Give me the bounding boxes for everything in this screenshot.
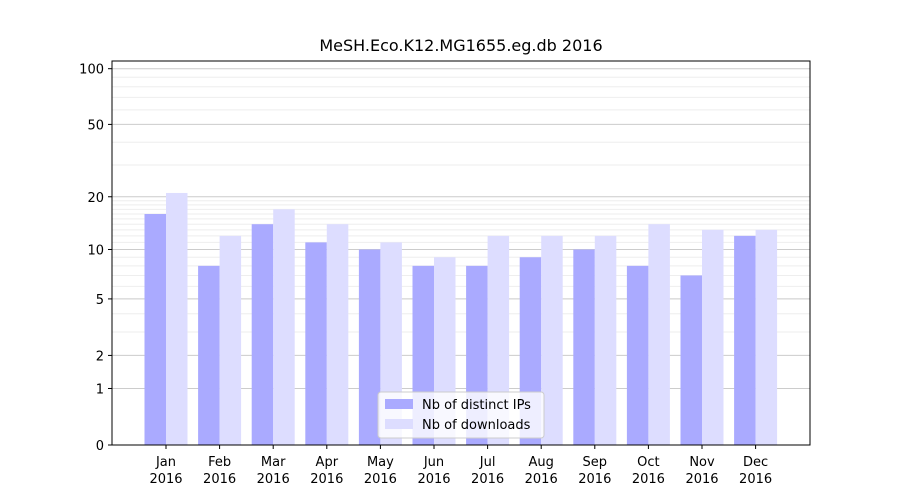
x-tick-label-month: Feb xyxy=(208,455,231,470)
bar-downloads-sep xyxy=(594,235,617,445)
bar-distinct-ips-oct xyxy=(626,265,649,445)
y-tick-label: 50 xyxy=(87,118,104,133)
legend-swatch xyxy=(385,419,413,429)
x-tick-label-month: Jul xyxy=(479,455,496,470)
y-axis: 0 1 2 5 10 20 50 100 xyxy=(79,63,112,454)
bar-downloads-apr xyxy=(326,224,349,445)
y-tick-label: 10 xyxy=(87,243,104,258)
bars xyxy=(144,192,778,445)
x-tick-label-year: 2016 xyxy=(471,472,504,487)
bar-distinct-ips-mar xyxy=(251,224,274,445)
bar-downloads-dec xyxy=(755,229,778,445)
bar-distinct-ips-nov xyxy=(680,275,702,445)
x-tick-label-month: Apr xyxy=(316,455,339,470)
x-tick-label-year: 2016 xyxy=(739,472,772,487)
x-tick-label-year: 2016 xyxy=(685,472,718,487)
legend-label: Nb of distinct IPs xyxy=(422,398,531,413)
bar-distinct-ips-dec xyxy=(734,235,756,445)
bar-downloads-jan xyxy=(166,192,188,445)
bar-downloads-mar xyxy=(273,209,295,445)
bar-distinct-ips-feb xyxy=(198,265,220,445)
bar-downloads-oct xyxy=(648,224,670,445)
x-tick-label-month: Aug xyxy=(529,455,554,470)
legend-swatch xyxy=(385,399,413,409)
x-tick-label-year: 2016 xyxy=(417,472,450,487)
x-tick-label-year: 2016 xyxy=(149,472,182,487)
x-tick-label-year: 2016 xyxy=(257,472,290,487)
y-tick-label: 2 xyxy=(96,349,104,364)
y-tick-label: 100 xyxy=(79,63,104,78)
y-tick-label: 1 xyxy=(96,382,104,397)
x-tick-label-month: Jun xyxy=(423,455,444,470)
chart-title: MeSH.Eco.K12.MG1655.eg.db 2016 xyxy=(319,36,602,55)
y-tick-label: 20 xyxy=(87,191,104,206)
bar-distinct-ips-may xyxy=(358,249,381,445)
legend-box xyxy=(377,391,545,439)
bar-distinct-ips-jan xyxy=(144,213,166,445)
x-tick-label-year: 2016 xyxy=(310,472,343,487)
y-tick-label: 0 xyxy=(96,439,104,454)
x-tick-label-month: Mar xyxy=(261,455,286,470)
bar-downloads-feb xyxy=(219,235,242,445)
x-tick-label-year: 2016 xyxy=(632,472,665,487)
bar-distinct-ips-sep xyxy=(573,249,595,445)
bar-downloads-nov xyxy=(702,229,724,445)
x-tick-label-month: Sep xyxy=(583,455,608,470)
x-tick-label-year: 2016 xyxy=(364,472,397,487)
y-tick-label: 5 xyxy=(96,293,104,308)
x-tick-label-year: 2016 xyxy=(525,472,558,487)
x-tick-label-month: Dec xyxy=(743,455,768,470)
x-tick-label-year: 2016 xyxy=(203,472,236,487)
x-tick-label-year: 2016 xyxy=(578,472,611,487)
plot-frame xyxy=(111,60,811,446)
x-tick-label-month: Oct xyxy=(637,455,659,470)
bar-downloads-aug xyxy=(541,235,563,445)
x-tick-label-month: May xyxy=(367,455,394,470)
legend-label: Nb of downloads xyxy=(422,418,531,433)
x-axis: Jan 2016 Feb 2016 Mar 2016 Apr 2016 May 2016 Jun 20… xyxy=(149,445,772,487)
bar-distinct-ips-apr xyxy=(305,242,327,445)
legend: Nb of distinct IPs Nb of downloads xyxy=(377,391,545,439)
x-tick-label-month: Jan xyxy=(155,455,176,470)
x-tick-label-month: Nov xyxy=(689,455,715,470)
